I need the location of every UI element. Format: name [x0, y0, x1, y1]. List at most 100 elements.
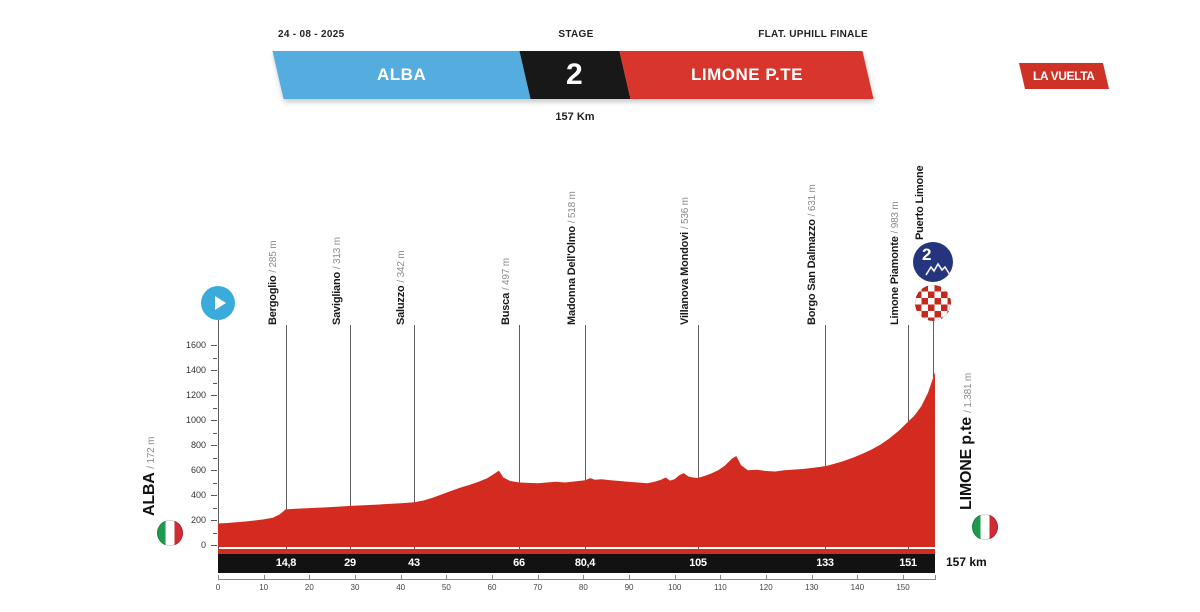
bar-km-label: 133 — [816, 557, 834, 569]
y-tick — [211, 370, 217, 371]
bar-km-label: 43 — [408, 557, 420, 569]
x-tick-label: 30 — [350, 583, 360, 592]
x-tick — [492, 575, 493, 580]
y-tick-label: 0 — [200, 540, 206, 550]
la-vuelta-logo: LA VUELTA — [1018, 63, 1110, 89]
play-icon — [214, 296, 226, 310]
y-minor-tick — [213, 532, 217, 534]
x-tick-label: 40 — [396, 583, 406, 592]
y-tick — [211, 395, 217, 396]
waypoint-elevation: / 285 m — [268, 240, 279, 273]
waypoint-gridline — [519, 325, 520, 572]
x-tick — [857, 575, 859, 580]
waypoint-label: Savigliano / 313 m — [331, 237, 343, 325]
x-tick-end — [935, 575, 936, 580]
y-minor-tick — [213, 357, 217, 359]
waypoint-elevation: / 518 m — [567, 191, 578, 224]
start-city-segment: ALBA — [272, 51, 531, 99]
y-tick-label: 1600 — [185, 340, 206, 350]
stage-classification: FLAT. UPHILL FINALE — [758, 29, 868, 40]
waypoint-gridline — [825, 325, 826, 572]
category-2-climb-icon: 2 — [913, 242, 953, 282]
waypoint-name: Limone Piamonte — [889, 233, 901, 325]
x-tick-label: 100 — [668, 583, 682, 592]
stage-number-segment: 2 — [519, 51, 631, 99]
x-tick — [355, 575, 356, 580]
start-city-label: ALBA — [376, 65, 427, 84]
x-tick-label: 150 — [896, 583, 910, 592]
x-tick-label: 70 — [533, 583, 543, 592]
x-tick — [583, 575, 585, 580]
y-tick-label: 800 — [190, 440, 206, 450]
finish-gridline — [933, 321, 934, 377]
finish-name: LIMONE p.te — [958, 417, 975, 510]
waypoint-label: Villanova Mondovi / 536 m — [679, 197, 691, 325]
x-tick-label: 140 — [850, 583, 865, 592]
finish-waypoint-label: Puerto Limone — [914, 165, 926, 240]
waypoint-name: Madonna Dell'Olmo — [566, 223, 578, 325]
stage-distance-label: 157 Km — [555, 111, 595, 123]
x-tick-label: 90 — [624, 583, 634, 592]
waypoint-elevation: / 497 m — [501, 258, 512, 291]
waypoint-name: Savigliano — [331, 269, 343, 325]
waypoint-elevation: / 983 m — [890, 201, 901, 234]
bar-km-label: 66 — [513, 557, 525, 569]
elevation-area — [218, 372, 935, 547]
gridline-start — [218, 320, 219, 572]
mountain-icon — [925, 262, 951, 276]
x-tick-label: 120 — [759, 583, 773, 592]
stage-number: 2 — [566, 58, 584, 91]
x-tick-label: 130 — [805, 583, 819, 592]
waypoint-gridline — [350, 325, 351, 572]
waypoint-name: Villanova Mondovi — [679, 229, 691, 325]
y-tick — [211, 470, 217, 471]
y-tick — [211, 495, 217, 496]
y-minor-tick — [213, 482, 217, 484]
waypoint-elevation: / 631 m — [807, 184, 818, 217]
x-tick — [720, 575, 722, 580]
x-tick — [537, 575, 539, 580]
finish-endpoint-label: LIMONE p.te / 1.381 m — [957, 373, 977, 510]
y-tick — [211, 445, 217, 446]
total-distance-label: 157 km — [946, 555, 987, 569]
y-tick — [211, 420, 217, 421]
y-tick — [211, 520, 217, 521]
x-tick — [400, 575, 402, 580]
y-tick-label: 600 — [190, 465, 206, 475]
y-minor-tick — [213, 382, 217, 384]
finish-elevation: / 1.381 m — [963, 372, 974, 413]
italy-flag-icon-finish — [972, 514, 998, 540]
x-tick — [263, 575, 265, 580]
y-tick — [211, 545, 217, 546]
x-tick — [629, 575, 631, 580]
start-endpoint-label: ALBA / 172 m — [140, 437, 160, 516]
y-tick-label: 200 — [190, 515, 206, 525]
bar-km-label: 14,8 — [275, 557, 297, 569]
x-tick — [446, 575, 448, 580]
x-axis-line — [218, 579, 936, 580]
x-tick-label: 60 — [487, 583, 497, 592]
waypoint-elevation: / 313 m — [332, 237, 343, 270]
bar-km-label: 80,4 — [574, 557, 596, 569]
waypoint-name: Bergoglio — [267, 272, 279, 325]
waypoint-elevation: / 536 m — [680, 197, 691, 230]
la-vuelta-logo-text: LA VUELTA — [1033, 69, 1095, 83]
italy-flag-icon-start — [157, 520, 183, 546]
x-tick — [903, 575, 905, 580]
y-tick-label: 1000 — [185, 415, 206, 425]
waypoint-label: Limone Piamonte / 983 m — [889, 202, 901, 326]
y-tick-label: 400 — [190, 490, 206, 500]
y-minor-tick — [213, 432, 217, 434]
play-button[interactable] — [201, 286, 235, 320]
finish-city-label: LIMONE P.TE — [690, 65, 803, 84]
x-tick-label: 10 — [259, 583, 269, 592]
x-tick-label: 50 — [441, 583, 451, 592]
x-tick-label: 110 — [713, 583, 727, 592]
stage-banner: ALBA 2 LIMONE P.TE — [272, 51, 874, 99]
finish-checkered-icon — [915, 285, 951, 321]
stage-date: 24 - 08 - 2025 — [278, 29, 345, 40]
x-tick — [766, 575, 768, 580]
climb-category-number: 2 — [922, 245, 932, 264]
x-tick — [674, 575, 676, 580]
